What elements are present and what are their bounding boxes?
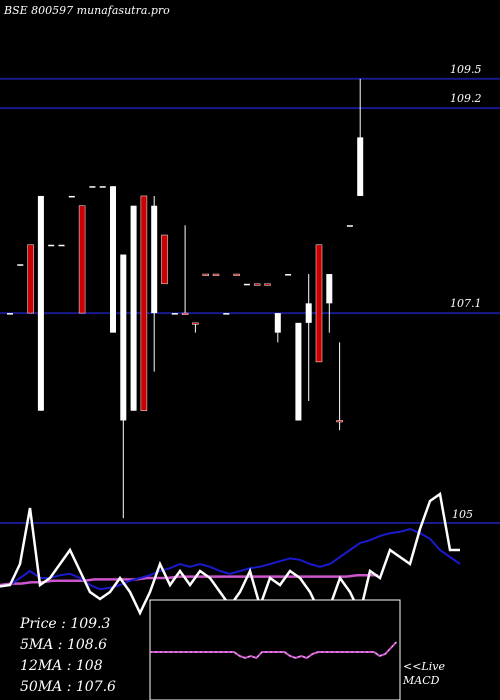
macd-label-name: MACD: [402, 674, 440, 687]
candle-21: [223, 313, 230, 315]
level-label-0: 109.5: [450, 63, 482, 76]
candle-27: [285, 274, 292, 276]
oscillator-magenta-line: [0, 573, 378, 587]
candle-body-31: [326, 274, 333, 304]
candle-22: [233, 273, 240, 276]
candle-body-1: [17, 264, 24, 266]
candle-17: [181, 225, 189, 315]
candles: [7, 78, 364, 519]
oscillator-blue-line: [0, 527, 461, 591]
candle-31: [326, 274, 333, 333]
candle-23: [243, 283, 250, 286]
candle-6: [68, 195, 75, 198]
level-label-1: 109.2: [450, 92, 482, 105]
candle-30: [315, 244, 323, 363]
candle-body-30: [315, 244, 323, 363]
candle-body-33: [346, 225, 353, 227]
price-levels: 109.5 109.2 107.1: [0, 63, 500, 315]
candle-15: [161, 234, 168, 285]
candle-body-6: [68, 195, 75, 198]
candle-13: [140, 195, 148, 411]
candle-body-29: [305, 303, 312, 323]
candle-5: [58, 244, 65, 247]
candle-20: [212, 273, 220, 276]
macd-box: [149, 599, 401, 700]
candle-24: [253, 283, 261, 286]
candle-body-11: [120, 254, 127, 421]
candle-34: [357, 78, 364, 196]
candle-2: [27, 244, 34, 314]
candle-body-32: [336, 420, 343, 423]
candle-0: [7, 313, 13, 315]
candle-1: [17, 264, 24, 266]
candle-body-15: [161, 234, 168, 285]
candle-26: [274, 313, 281, 343]
candle-body-27: [285, 274, 292, 276]
candle-11: [120, 254, 127, 519]
candle-body-8: [89, 186, 96, 188]
candle-body-18: [192, 322, 199, 325]
stat-1: 5MA : 108.6: [20, 637, 107, 653]
candle-body-20: [212, 273, 220, 276]
candle-18: [192, 322, 199, 333]
candle-19: [202, 273, 209, 276]
candle-body-3: [37, 195, 44, 411]
candle-body-14: [151, 205, 158, 314]
candle-body-0: [7, 313, 13, 315]
candle-body-13: [140, 195, 148, 411]
candle-body-26: [274, 313, 281, 333]
stat-0: Price : 109.3: [19, 616, 111, 632]
candle-25: [264, 283, 271, 286]
candle-body-17: [181, 312, 189, 315]
candle-body-7: [78, 205, 86, 314]
stat-2: 12MA : 108: [20, 658, 103, 674]
candle-28: [295, 322, 302, 421]
candle-body-19: [202, 273, 209, 276]
candle-16: [171, 313, 178, 315]
candle-body-25: [264, 283, 271, 286]
candle-4: [48, 244, 55, 247]
candle-body-34: [357, 137, 364, 196]
candle-body-9: [99, 186, 106, 188]
candle-body-12: [130, 205, 137, 411]
candle-body-22: [233, 273, 240, 276]
candle-body-28: [295, 322, 302, 421]
candle-8: [89, 186, 96, 188]
candle-7: [78, 205, 86, 314]
macd-label-live: <<Live: [403, 660, 445, 673]
candle-body-23: [243, 283, 250, 286]
candle-body-24: [253, 283, 261, 286]
oscillator-level-label: 105: [452, 508, 473, 521]
candle-29: [305, 274, 312, 401]
candle-10: [110, 186, 116, 333]
candle-3: [37, 195, 44, 411]
candle-12: [130, 205, 137, 411]
stats-readout: Price : 109.3 5MA : 108.6 12MA : 108 50MA :…: [19, 616, 116, 695]
oscillator-white-line: [0, 491, 460, 617]
candle-body-2: [27, 244, 34, 314]
candle-body-4: [48, 244, 55, 247]
macd-signal-dots: [150, 641, 397, 659]
level-label-2: 107.1: [450, 297, 482, 310]
candle-33: [346, 225, 353, 227]
stat-3: 50MA : 107.6: [20, 679, 116, 695]
candle-32: [336, 342, 343, 431]
candle-body-10: [110, 186, 116, 333]
candle-body-5: [58, 244, 65, 247]
candle-body-21: [223, 313, 230, 315]
chart-title: BSE 800597 munafasutra.pro: [3, 4, 170, 17]
oscillator-panel: 105: [0, 491, 500, 617]
candle-body-16: [171, 313, 178, 315]
candle-14: [151, 195, 158, 372]
candle-9: [99, 186, 106, 188]
